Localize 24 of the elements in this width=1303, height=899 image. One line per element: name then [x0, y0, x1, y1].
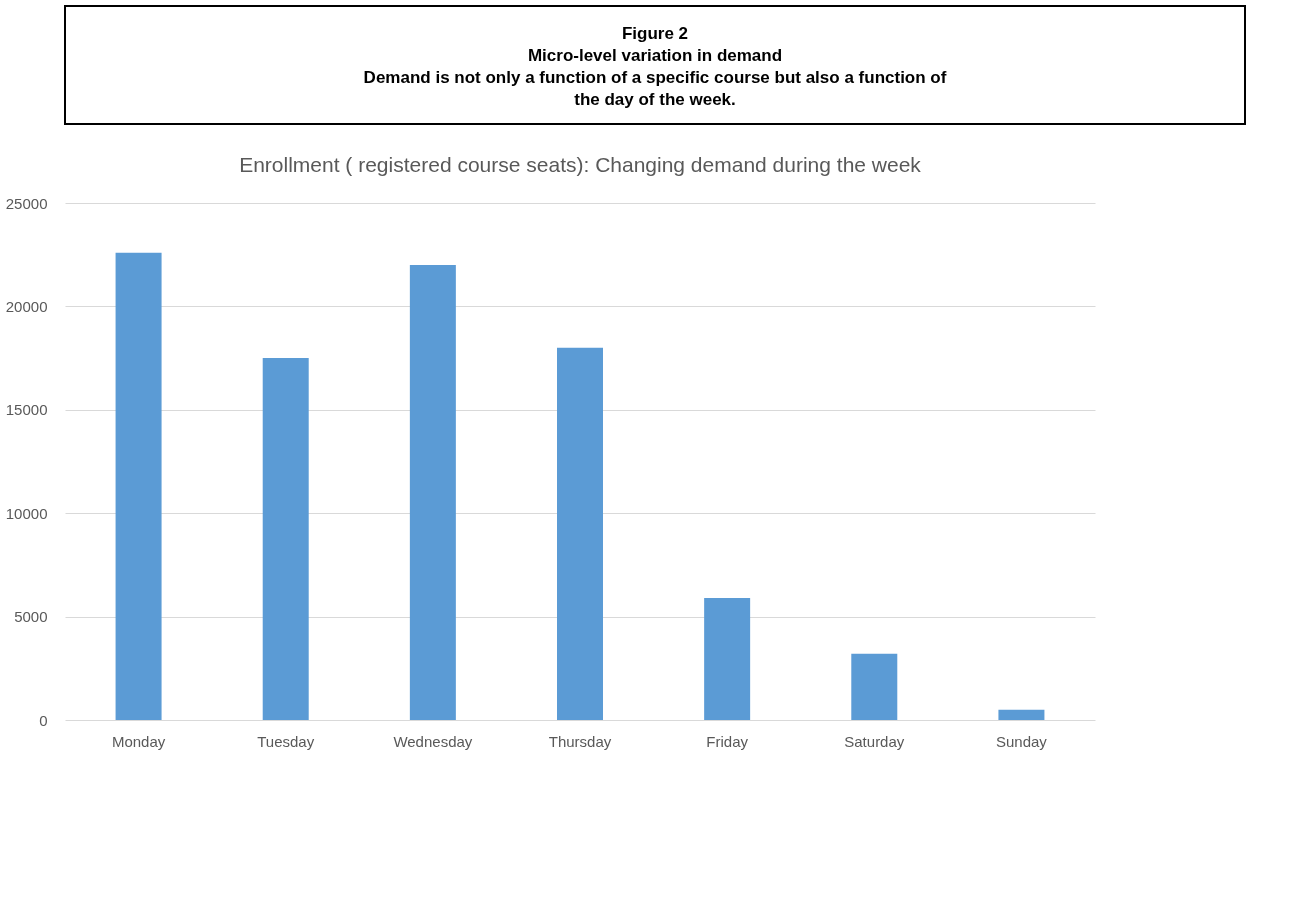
x-tick-label: Sunday [995, 732, 1048, 750]
y-tick-label: 10000 [5, 504, 48, 522]
y-tick-label: 25000 [5, 194, 48, 212]
bar [115, 252, 162, 720]
bar [409, 265, 456, 720]
chart-title: Enrollment ( registered course seats): Changing demand during the week [239, 153, 922, 176]
bar [851, 653, 898, 720]
y-tick-label: 20000 [5, 297, 48, 315]
bar [704, 597, 751, 720]
text: Micro-level variation in demand [527, 46, 783, 65]
y-tick-label: 15000 [5, 401, 48, 419]
x-tick-label: Monday [111, 732, 166, 750]
y-tick-label: 5000 [14, 608, 48, 626]
x-tick-label: Saturday [844, 732, 905, 750]
x-tick-label: Friday [706, 732, 749, 750]
text: Demand is not only a function of a specific course but also a function of the day of the week. [363, 68, 947, 109]
bar [998, 709, 1045, 720]
caption: Figure 2 [621, 24, 689, 43]
bar [557, 347, 603, 720]
y-tick-label: 0 [39, 711, 48, 729]
bar [262, 358, 309, 720]
x-tick-label: Wednesday [393, 732, 473, 750]
x-tick-label: Thursday [548, 732, 612, 750]
x-tick-label: Tuesday [257, 732, 315, 750]
